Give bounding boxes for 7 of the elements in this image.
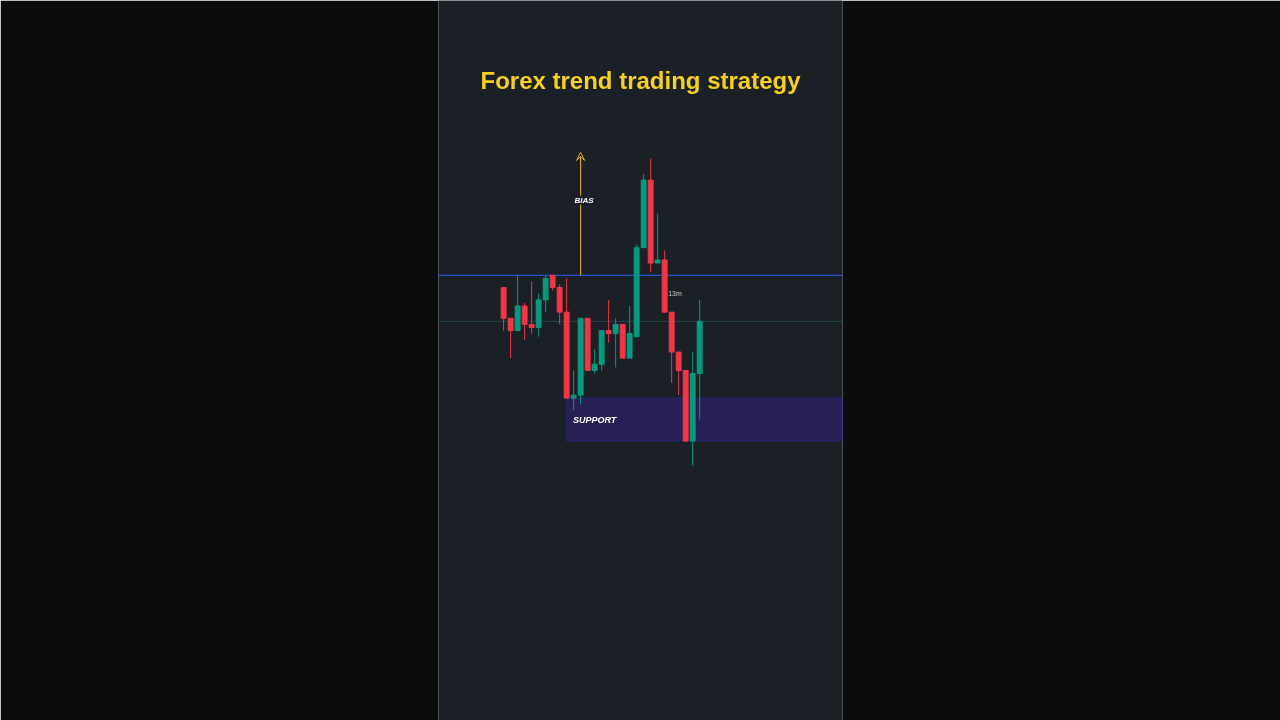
candlestick bbox=[507, 317, 514, 359]
candlestick bbox=[654, 213, 661, 264]
annotation: BIAS bbox=[574, 195, 595, 205]
chart-title: Forex trend trading strategy bbox=[480, 67, 802, 94]
band-label: SUPPORT bbox=[572, 414, 618, 425]
candlestick bbox=[612, 317, 619, 368]
candlestick bbox=[605, 299, 612, 344]
